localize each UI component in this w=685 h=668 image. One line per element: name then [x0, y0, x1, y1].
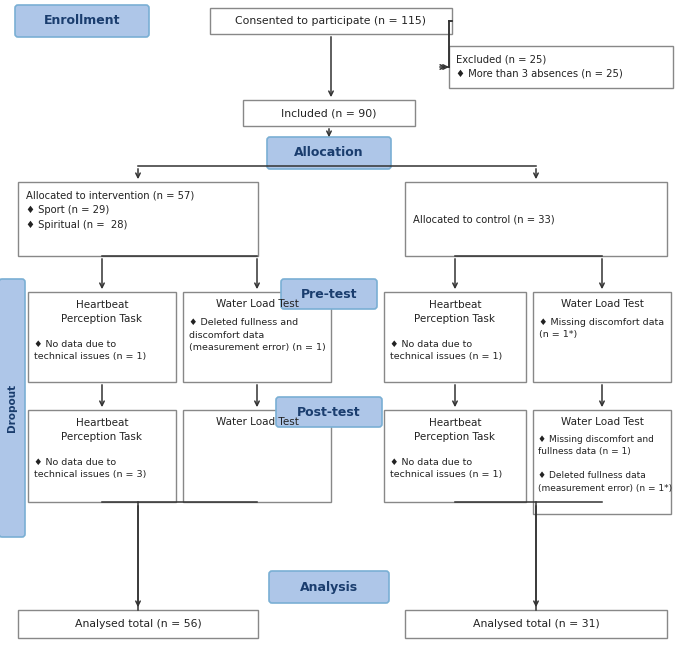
- Text: ♦ No data due to
technical issues (n = 1): ♦ No data due to technical issues (n = 1…: [390, 458, 502, 480]
- FancyBboxPatch shape: [18, 182, 258, 256]
- Text: Enrollment: Enrollment: [44, 15, 121, 27]
- Text: Excluded (n = 25)
♦ More than 3 absences (n = 25): Excluded (n = 25) ♦ More than 3 absences…: [456, 54, 623, 78]
- Text: Allocation: Allocation: [294, 146, 364, 160]
- Text: Heartbeat
Perception Task: Heartbeat Perception Task: [414, 418, 495, 442]
- FancyBboxPatch shape: [533, 410, 671, 514]
- FancyBboxPatch shape: [243, 100, 415, 126]
- Text: ♦ Missing discomfort data
(n = 1*): ♦ Missing discomfort data (n = 1*): [539, 318, 664, 339]
- FancyBboxPatch shape: [267, 137, 391, 169]
- FancyBboxPatch shape: [183, 292, 331, 382]
- FancyBboxPatch shape: [281, 279, 377, 309]
- FancyBboxPatch shape: [449, 46, 673, 88]
- FancyBboxPatch shape: [183, 410, 331, 502]
- FancyBboxPatch shape: [533, 292, 671, 382]
- Text: Consented to participate (n = 115): Consented to participate (n = 115): [236, 16, 427, 26]
- FancyBboxPatch shape: [28, 410, 176, 502]
- FancyBboxPatch shape: [0, 279, 25, 537]
- Text: Analysed total (n = 56): Analysed total (n = 56): [75, 619, 201, 629]
- Text: Allocated to intervention (n = 57)
♦ Sport (n = 29)
♦ Spiritual (n =  28): Allocated to intervention (n = 57) ♦ Spo…: [26, 191, 195, 230]
- Text: ♦ No data due to
technical issues (n = 1): ♦ No data due to technical issues (n = 1…: [390, 340, 502, 361]
- Text: ♦ No data due to
technical issues (n = 3): ♦ No data due to technical issues (n = 3…: [34, 458, 147, 480]
- Text: Included (n = 90): Included (n = 90): [282, 108, 377, 118]
- Text: Analysis: Analysis: [300, 580, 358, 593]
- FancyBboxPatch shape: [269, 571, 389, 603]
- FancyBboxPatch shape: [276, 397, 382, 427]
- Text: ♦ Missing discomfort and
fullness data (n = 1)

♦ Deleted fullness data
(measure: ♦ Missing discomfort and fullness data (…: [538, 435, 672, 492]
- Text: Water Load Test: Water Load Test: [216, 299, 299, 309]
- FancyBboxPatch shape: [405, 182, 667, 256]
- Text: Heartbeat
Perception Task: Heartbeat Perception Task: [62, 300, 142, 324]
- Text: Pre-test: Pre-test: [301, 287, 358, 301]
- Text: Water Load Test: Water Load Test: [560, 417, 643, 427]
- FancyBboxPatch shape: [405, 610, 667, 638]
- Text: Heartbeat
Perception Task: Heartbeat Perception Task: [62, 418, 142, 442]
- FancyBboxPatch shape: [384, 292, 526, 382]
- FancyBboxPatch shape: [18, 610, 258, 638]
- FancyBboxPatch shape: [384, 410, 526, 502]
- FancyBboxPatch shape: [28, 292, 176, 382]
- Text: Water Load Test: Water Load Test: [216, 417, 299, 427]
- Text: Dropout: Dropout: [7, 384, 17, 432]
- Text: Water Load Test: Water Load Test: [560, 299, 643, 309]
- Text: ♦ Deleted fullness and
discomfort data
(measurement error) (n = 1): ♦ Deleted fullness and discomfort data (…: [189, 318, 326, 352]
- Text: Heartbeat
Perception Task: Heartbeat Perception Task: [414, 300, 495, 324]
- Text: Analysed total (n = 31): Analysed total (n = 31): [473, 619, 599, 629]
- Text: ♦ No data due to
technical issues (n = 1): ♦ No data due to technical issues (n = 1…: [34, 340, 147, 361]
- Text: Allocated to control (n = 33): Allocated to control (n = 33): [413, 214, 555, 224]
- FancyBboxPatch shape: [15, 5, 149, 37]
- FancyBboxPatch shape: [210, 8, 452, 34]
- Text: Post-test: Post-test: [297, 405, 361, 418]
